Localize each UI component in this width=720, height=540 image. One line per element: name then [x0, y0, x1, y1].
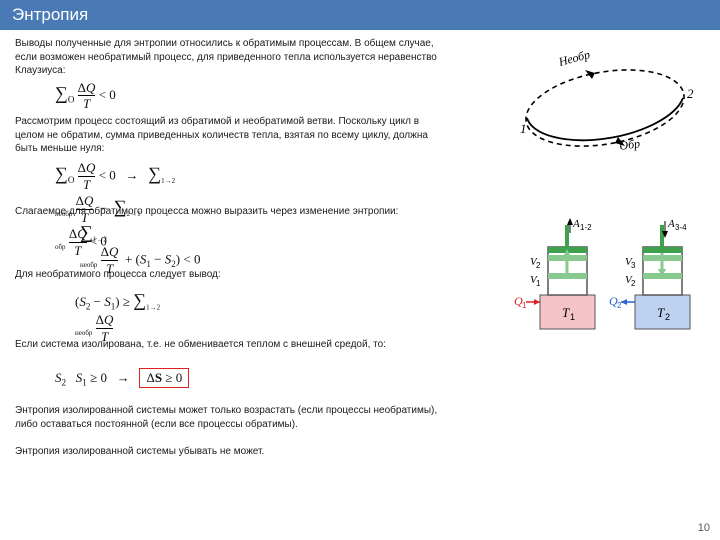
- svg-text:Необр: Необр: [556, 48, 591, 69]
- svg-text:1: 1: [520, 121, 527, 136]
- formula-irrev: (S2 − S1) ≥ ∑1→2необр ΔQT: [75, 290, 160, 345]
- svg-text:1: 1: [536, 279, 541, 288]
- svg-text:Обр: Обр: [618, 136, 640, 153]
- para-7: Энтропия изолированной системы убывать н…: [15, 445, 445, 459]
- svg-text:1-2: 1-2: [580, 223, 592, 232]
- para-1: Выводы полученные для энтропии относилис…: [15, 37, 445, 78]
- svg-text:T: T: [562, 305, 570, 320]
- page-number: 10: [698, 522, 710, 534]
- para-5: Если система изолирована, т.е. не обмени…: [15, 338, 445, 352]
- piston-diagram: T1 V2 V1 Q1 A1-2 T2 V3 V2 Q2 A3-4: [500, 195, 710, 340]
- para-3: Слагаемое для обратимого процесса можно …: [15, 205, 445, 219]
- formula-isolated: S2 S1 ≥ 0 → ΔS ≥ 0: [55, 368, 189, 388]
- svg-text:2: 2: [687, 86, 694, 101]
- para-2: Рассмотрим процесс состоящий из обратимо…: [15, 115, 445, 156]
- svg-text:3: 3: [631, 261, 636, 270]
- svg-text:2: 2: [536, 261, 541, 270]
- svg-text:1: 1: [570, 312, 575, 322]
- svg-text:A: A: [572, 218, 580, 230]
- page-title: Энтропия: [0, 0, 720, 30]
- para-4: Для необратимого процесса следует вывод:: [15, 268, 445, 282]
- svg-text:A: A: [667, 218, 675, 230]
- svg-text:2: 2: [665, 312, 670, 322]
- formula-clausius: ∑O ΔQT < 0: [55, 80, 116, 112]
- svg-text:3-4: 3-4: [675, 223, 687, 232]
- svg-text:T: T: [657, 305, 665, 320]
- para-6: Энтропия изолированной системы может тол…: [15, 404, 445, 431]
- svg-text:2: 2: [631, 279, 636, 288]
- cycle-loop-diagram: 1 2 Необр Обр: [505, 48, 705, 168]
